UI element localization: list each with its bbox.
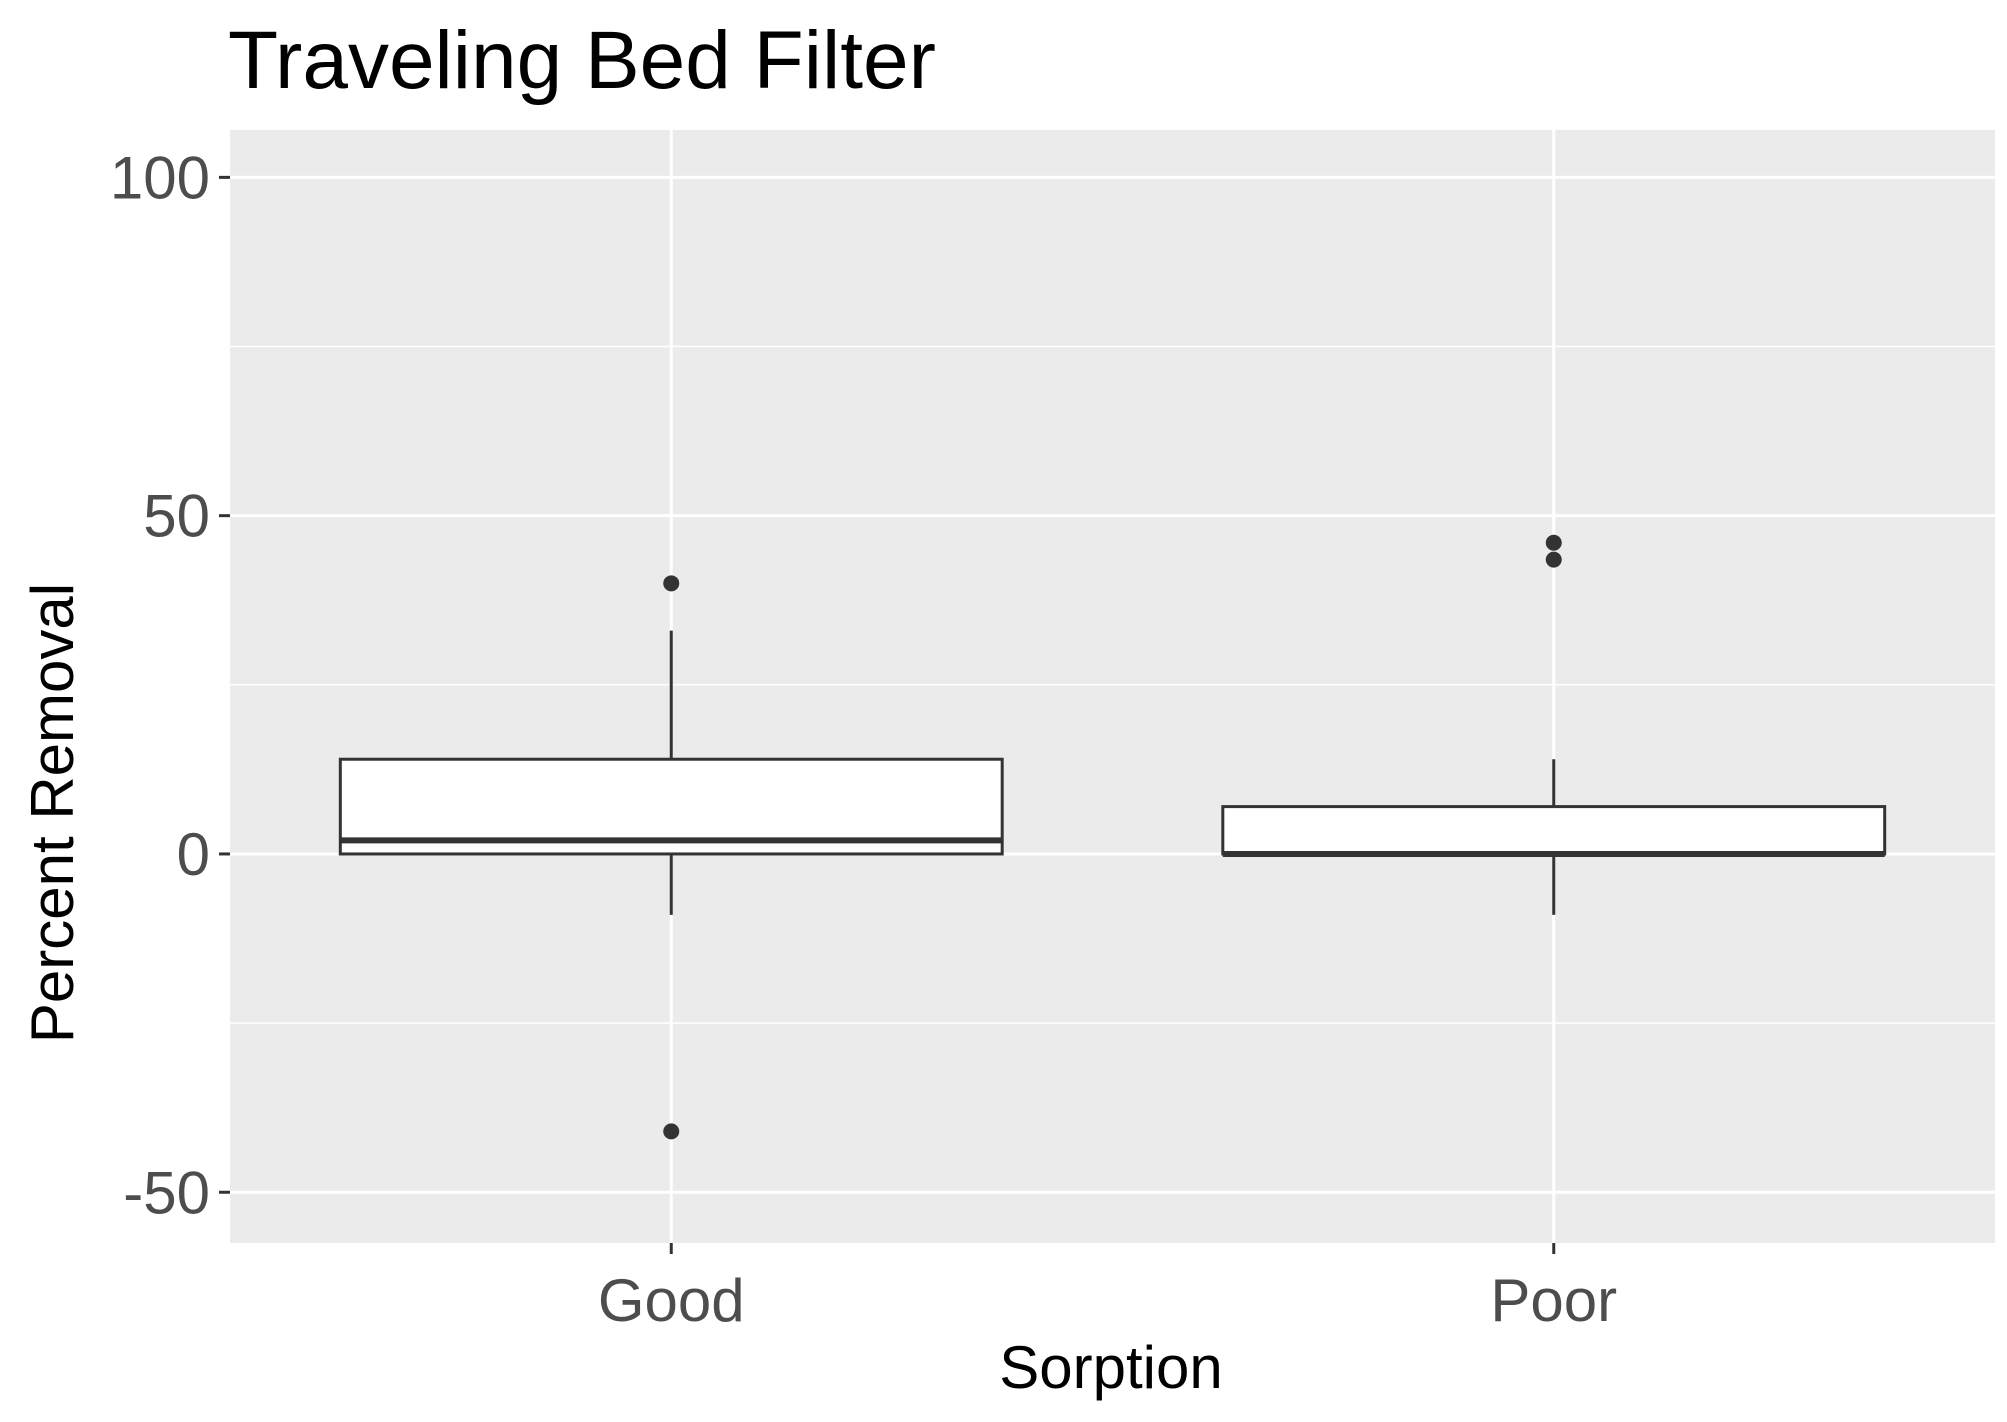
x-axis-title: Sorption (999, 1334, 1222, 1401)
box-body (1221, 805, 1887, 856)
box-good (338, 575, 1004, 1140)
y-axis-title: Percent Removal (19, 583, 86, 1043)
outlier-point (1545, 551, 1562, 568)
y-tick-label: 0 (177, 821, 210, 888)
outlier-point (663, 1123, 680, 1140)
plot-panel (230, 130, 1995, 1243)
outlier-point (1545, 534, 1562, 551)
x-tick-label: Good (598, 1267, 745, 1334)
y-tick-label: 100 (110, 144, 210, 211)
outlier-point (663, 575, 680, 592)
y-tick-label: -50 (123, 1159, 210, 1226)
box-poor (1221, 534, 1887, 915)
chart-title: Traveling Bed Filter (228, 15, 936, 106)
x-tick-label: Poor (1490, 1267, 1617, 1334)
y-tick-label: 50 (143, 483, 210, 550)
